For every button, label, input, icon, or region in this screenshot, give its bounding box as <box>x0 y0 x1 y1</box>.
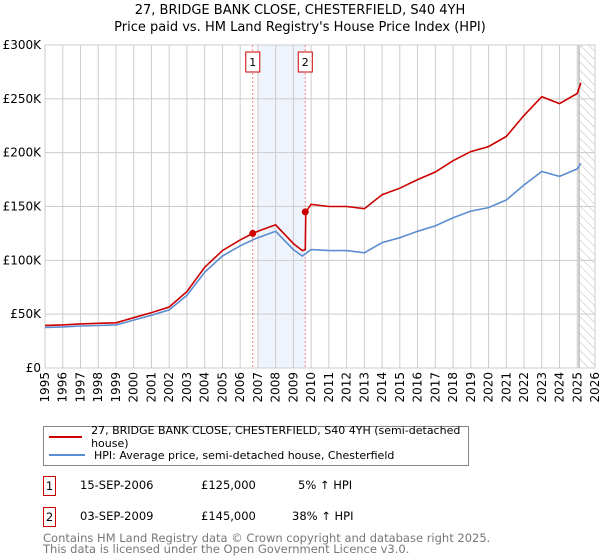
footer-copyright: Contains HM Land Registry data © Crown c… <box>43 531 491 545</box>
transaction-date: 15-SEP-2006 <box>80 478 154 492</box>
sale-label: 1 <box>249 56 256 69</box>
x-tick-label: 2006 <box>233 372 247 403</box>
legend-item-property: 27, BRIDGE BANK CLOSE, CHESTERFIELD, S40… <box>49 424 468 450</box>
transaction-date: 03-SEP-2009 <box>80 509 154 523</box>
x-tick-label: 1996 <box>56 372 70 403</box>
sale-label-box <box>297 51 313 73</box>
legend-label: 27, BRIDGE BANK CLOSE, CHESTERFIELD, S40… <box>91 424 461 450</box>
transaction-row: 2 03-SEP-2009 £145,000 38% ↑ HPI <box>43 507 443 527</box>
sale-label: 2 <box>302 56 309 69</box>
chart-subtitle: Price paid vs. HM Land Registry's House … <box>114 20 486 35</box>
x-tick-label: 2019 <box>464 372 478 403</box>
transaction-price: £125,000 <box>201 478 256 492</box>
y-tick-label: £250K <box>3 92 43 106</box>
x-tick-label: 2008 <box>269 372 283 403</box>
x-tick-label: 2020 <box>482 372 496 403</box>
property-price-line <box>44 82 582 327</box>
x-tick-label: 2024 <box>553 372 567 403</box>
transaction-hpi: 38% ↑ HPI <box>292 509 354 523</box>
x-tick-label: 2016 <box>411 372 425 403</box>
x-tick-label: 1995 <box>38 372 52 403</box>
x-tick-label: 2015 <box>393 372 407 403</box>
x-tick-label: 1999 <box>109 372 123 403</box>
sale-point <box>249 229 257 237</box>
legend-swatch <box>49 436 83 438</box>
x-tick-label: 2023 <box>535 372 549 403</box>
y-tick-label: £0 <box>26 361 41 375</box>
x-tick-label: 2007 <box>251 372 265 403</box>
legend-label: HPI: Average price, semi-detached house,… <box>94 448 395 462</box>
transaction-hpi: 5% ↑ HPI <box>298 478 353 492</box>
x-tick-label: 1997 <box>73 372 87 403</box>
chart-plot: 1995 1996 1997 1998 1999 2000 2001 2002 2003 2004… <box>3 38 600 403</box>
transaction-price: £145,000 <box>201 509 256 523</box>
y-tick-label: £200K <box>3 146 43 160</box>
legend: 27, BRIDGE BANK CLOSE, CHESTERFIELD, S40… <box>43 424 469 466</box>
y-tick-label: £150K <box>3 200 43 214</box>
x-tick-label: 2018 <box>446 372 460 403</box>
transaction-number: 2 <box>43 507 56 527</box>
x-tick-label: 2021 <box>499 372 513 403</box>
x-tick-label: 2000 <box>127 372 141 403</box>
x-tick-label: 2010 <box>304 372 318 403</box>
transaction-row: 1 15-SEP-2006 £125,000 5% ↑ HPI <box>43 476 443 496</box>
x-tick-label: 2003 <box>180 372 194 403</box>
x-tick-label: 2001 <box>144 372 158 403</box>
chart-title: 27, BRIDGE BANK CLOSE, CHESTERFIELD, S40… <box>134 3 466 18</box>
x-tick-label: 2009 <box>286 372 300 403</box>
x-tick-label: 2011 <box>322 372 336 403</box>
sale-label-box <box>245 51 261 73</box>
x-tick-label: 2022 <box>517 372 531 403</box>
y-tick-label: £300K <box>3 38 43 52</box>
legend-swatch <box>49 454 85 456</box>
x-tick-label: 1998 <box>91 372 105 403</box>
x-tick-label: 2012 <box>340 372 354 403</box>
x-tick-label: 2025 <box>570 372 584 403</box>
sale-point <box>301 208 309 216</box>
x-tick-label: 2002 <box>162 372 176 403</box>
footer-licence: This data is licensed under the Open Gov… <box>43 542 410 556</box>
x-tick-label: 2017 <box>428 372 442 403</box>
x-tick-label: 2004 <box>198 372 212 403</box>
legend-item-hpi: HPI: Average price, semi-detached house,… <box>49 448 394 462</box>
transaction-number: 1 <box>43 476 56 496</box>
y-tick-label: £100K <box>3 253 43 267</box>
x-tick-label: 2013 <box>357 372 371 403</box>
x-tick-label: 2026 <box>588 372 600 403</box>
x-tick-label: 2005 <box>215 372 229 403</box>
x-tick-label: 2014 <box>375 372 389 403</box>
y-tick-label: £50K <box>10 307 42 321</box>
hpi-line <box>44 162 582 329</box>
